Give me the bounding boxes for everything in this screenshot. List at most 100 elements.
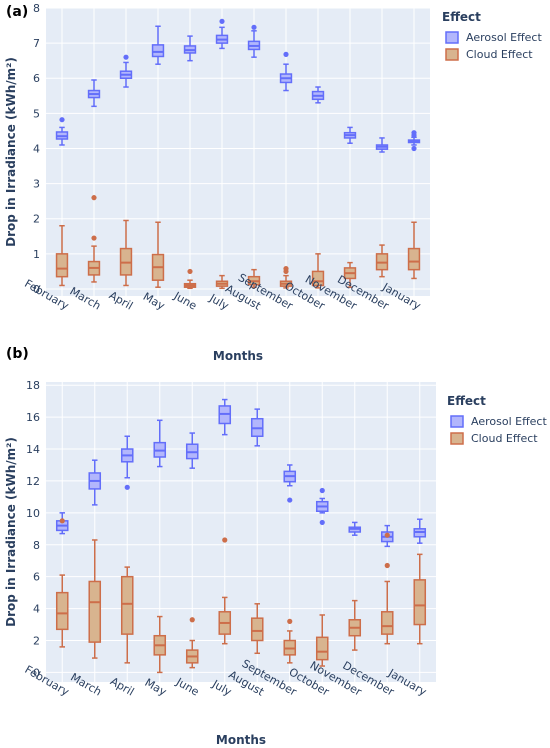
legend: Effect Aerosol Effect Cloud Effect <box>442 10 542 61</box>
plot-area <box>46 8 430 296</box>
y-axis-title: Drop in Irradiance (kWh/m²) <box>4 437 18 627</box>
box-iqr <box>315 636 329 661</box>
box-aerosol-effect-may <box>151 25 165 65</box>
box-aerosol-effect-november <box>343 126 357 144</box>
box-aerosol-effect-february <box>55 117 69 146</box>
outlier-point <box>384 532 390 538</box>
box-aerosol-effect-january <box>407 130 421 152</box>
box-cloud-effect-january <box>407 221 421 280</box>
outlier-point <box>189 617 195 623</box>
y-axis-title: Drop in Irradiance (kWh/m²) <box>4 57 18 247</box>
box-cloud-effect-march <box>87 195 101 283</box>
y-tick-label: 3 <box>33 178 40 191</box>
box-cloud-effect-november <box>343 261 357 288</box>
legend-swatch <box>450 415 464 428</box>
outlier-point <box>187 268 193 275</box>
y-tick-label: 5 <box>33 107 40 120</box>
outlier-point <box>219 18 225 24</box>
legend-label: Aerosol Effect <box>466 31 542 44</box>
legend-swatch <box>450 432 464 445</box>
box-cloud-effect-june <box>183 268 197 290</box>
box-iqr <box>311 270 325 287</box>
legend-item-cloud-effect[interactable]: Cloud Effect <box>445 48 533 61</box>
outlier-point <box>283 51 289 57</box>
y-tick-label: 10 <box>26 507 40 520</box>
box-cloud-effect-august <box>250 603 264 655</box>
box-aerosol-effect-september <box>279 51 293 92</box>
outlier-point <box>287 618 293 624</box>
box-iqr <box>151 44 165 58</box>
legend-item-cloud-effect[interactable]: Cloud Effect <box>450 432 538 445</box>
y-tick-label: 0 <box>33 666 40 679</box>
box-aerosol-effect-april <box>119 54 133 88</box>
outlier-point <box>222 537 228 543</box>
outlier-point <box>411 130 417 136</box>
box-aerosol-effect-june <box>185 432 199 469</box>
outlier-point <box>124 484 130 490</box>
legend-swatch <box>445 31 459 44</box>
box-iqr <box>407 247 421 271</box>
box-aerosol-effect-november <box>348 521 362 536</box>
box-iqr <box>88 580 102 643</box>
x-axis-title: Months <box>216 733 266 747</box>
y-tick-label: 12 <box>26 475 40 488</box>
box-cloud-effect-december <box>380 532 394 645</box>
box-iqr <box>55 591 69 631</box>
box-aerosol-effect-august <box>247 24 261 58</box>
box-aerosol-effect-may <box>153 419 167 468</box>
y-tick-label: 8 <box>33 539 40 552</box>
legend-item-aerosol-effect[interactable]: Aerosol Effect <box>445 31 542 44</box>
box-iqr <box>413 579 427 626</box>
box-aerosol-effect-january <box>413 518 427 544</box>
box-aerosol-effect-march <box>87 79 101 108</box>
y-tick-label: 1 <box>33 248 40 261</box>
box-iqr <box>120 575 134 635</box>
y-tick-label: 2 <box>33 635 40 648</box>
box-aerosol-effect-september <box>283 464 297 503</box>
box-aerosol-effect-october <box>311 86 325 104</box>
y-tick-label: 2 <box>33 213 40 226</box>
box-cloud-effect-april <box>120 566 134 664</box>
y-tick-label: 16 <box>26 411 40 424</box>
box-iqr <box>380 611 394 635</box>
box-cloud-effect-november <box>348 599 362 651</box>
legend-title: Effect <box>442 10 481 24</box>
box-cloud-effect-june <box>185 617 199 669</box>
outlier-point <box>123 54 129 60</box>
legend-label: Cloud Effect <box>466 48 533 61</box>
outlier-point <box>59 117 65 123</box>
panel-label: (a) <box>6 4 28 20</box>
outlier-point <box>251 24 257 30</box>
box-aerosol-effect-october <box>315 487 329 526</box>
outlier-point <box>283 266 289 272</box>
box-aerosol-effect-june <box>183 35 197 62</box>
box-iqr <box>250 617 264 642</box>
box-aerosol-effect-august <box>250 408 264 447</box>
plot-area <box>46 382 436 682</box>
outlier-point <box>319 487 325 494</box>
box-aerosol-effect-july <box>218 398 232 436</box>
x-axis-title: Months <box>213 349 263 363</box>
box-cloud-effect-october <box>311 253 325 289</box>
panel-label: (b) <box>6 346 29 362</box>
y-tick-label: 14 <box>26 443 40 456</box>
box-aerosol-effect-march <box>88 459 102 506</box>
box-aerosol-effect-july <box>215 18 229 50</box>
legend-item-aerosol-effect[interactable]: Aerosol Effect <box>450 415 547 428</box>
box-aerosol-effect-april <box>120 435 134 490</box>
box-cloud-effect-may <box>153 615 167 674</box>
legend: Effect Aerosol Effect Cloud Effect <box>447 394 547 445</box>
box-cloud-effect-january <box>413 553 427 645</box>
box-cloud-effect-july <box>218 537 232 645</box>
box-iqr <box>55 253 69 278</box>
outlier-point <box>411 145 417 152</box>
box-cloud-effect-october <box>315 614 329 667</box>
box-cloud-effect-march <box>88 539 102 659</box>
legend-swatch <box>445 48 459 61</box>
outlier-point <box>91 195 97 201</box>
box-aerosol-effect-december <box>375 137 389 153</box>
y-tick-label: 18 <box>26 379 40 392</box>
y-tick-label: 4 <box>33 142 40 155</box>
